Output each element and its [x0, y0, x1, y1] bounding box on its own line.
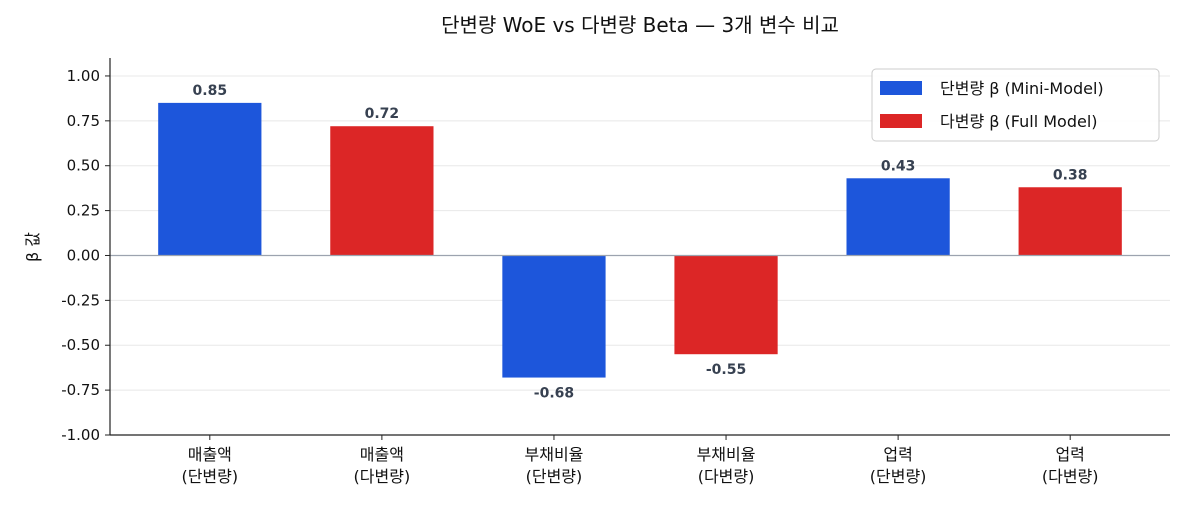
chart-title: 단변량 WoE vs 다변량 Beta — 3개 변수 비교	[441, 13, 839, 37]
data-label: 0.85	[193, 83, 228, 99]
x-tick-label: 부채비율 (다변량)	[697, 445, 756, 486]
y-tick-label: 0.00	[67, 246, 100, 264]
bar	[674, 255, 778, 355]
y-tick-label: -0.50	[61, 336, 100, 354]
x-tick-label: 업력 (단변량)	[870, 445, 927, 486]
bar	[846, 178, 950, 256]
x-tick-label: 매출액 (단변량)	[181, 445, 238, 486]
bar	[1018, 187, 1122, 256]
y-tick-label: -1.00	[61, 426, 100, 444]
y-tick-label: 0.50	[67, 157, 100, 175]
legend-box	[871, 68, 1160, 142]
data-label: 0.38	[1053, 167, 1088, 183]
y-axis-label: β 값	[23, 232, 42, 262]
data-label: -0.68	[534, 386, 574, 402]
legend-swatch	[880, 114, 922, 128]
data-label: 0.43	[881, 158, 916, 174]
legend-swatch	[880, 81, 922, 95]
x-tick-label: 부채비율 (단변량)	[525, 445, 584, 486]
y-tick-label: -0.25	[61, 291, 100, 309]
bar	[502, 255, 606, 378]
y-tick-label: 0.25	[67, 202, 100, 220]
x-tick-label: 매출액 (다변량)	[354, 445, 411, 486]
y-tick-label: 0.75	[67, 112, 100, 130]
x-tick-label: 업력 (다변량)	[1042, 445, 1099, 486]
legend: 단변량 β (Mini-Model) 다변량 β (Full Model)	[871, 68, 1160, 142]
bar	[330, 126, 434, 256]
legend-label: 다변량 β (Full Model)	[940, 112, 1098, 131]
data-label: -0.55	[706, 362, 746, 378]
data-label: 0.72	[365, 106, 400, 122]
y-tick-label: -0.75	[61, 381, 100, 399]
legend-label: 단변량 β (Mini-Model)	[940, 79, 1104, 98]
y-tick-label: 1.00	[67, 67, 100, 85]
bar	[158, 102, 262, 256]
